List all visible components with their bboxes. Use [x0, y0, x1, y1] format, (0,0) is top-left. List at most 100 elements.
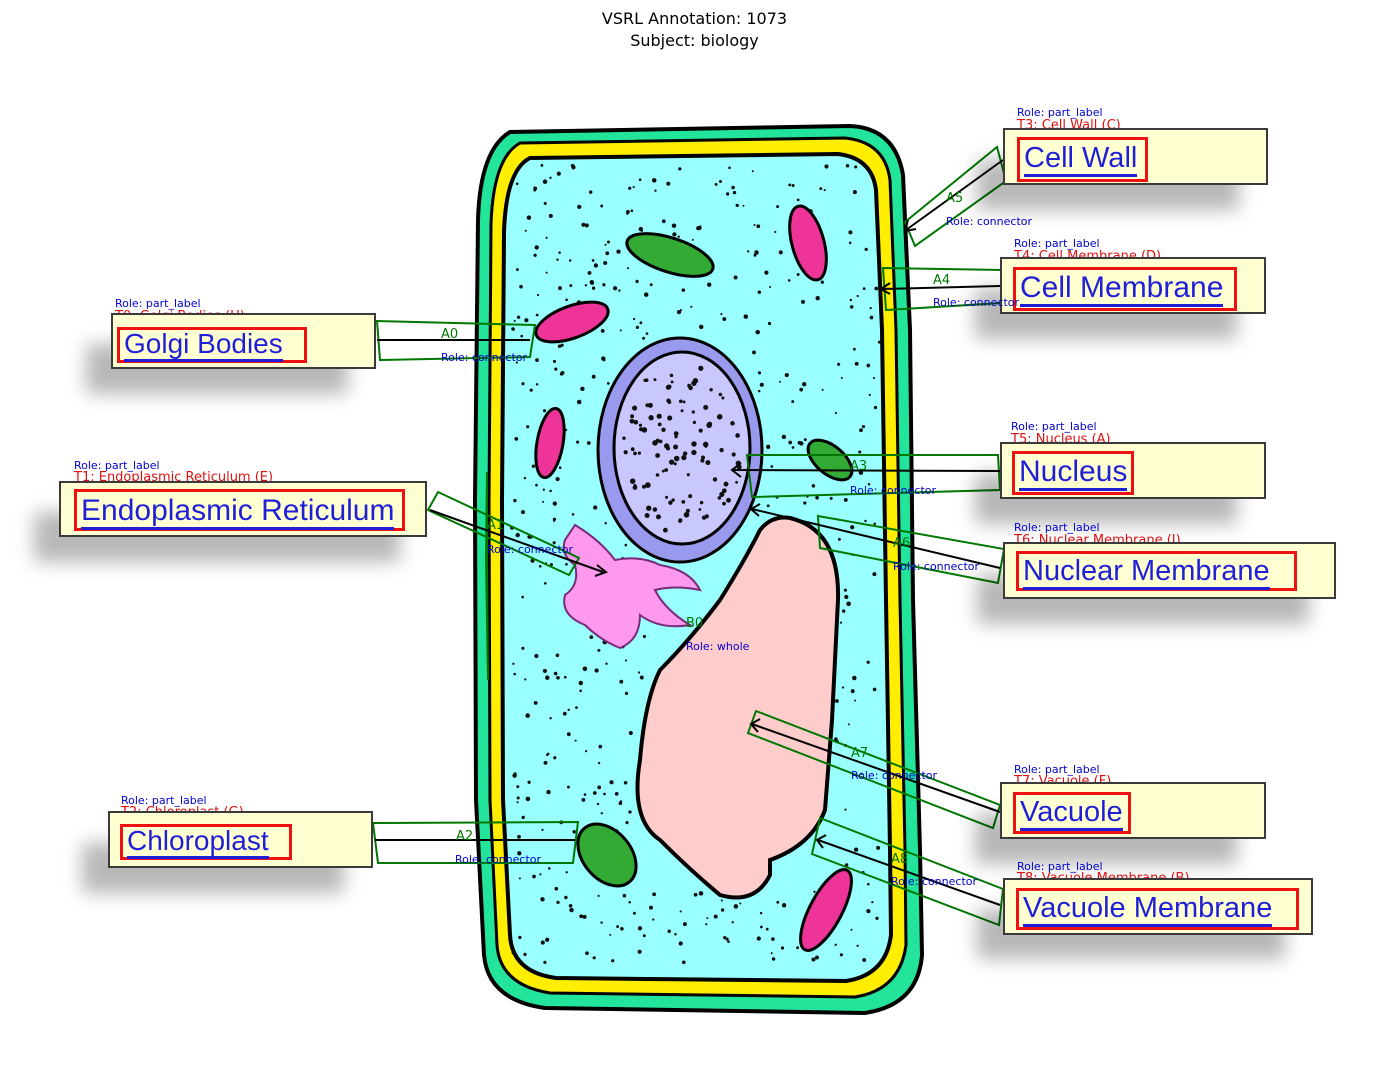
- cytoplasm-dot: [603, 260, 608, 266]
- cytoplasm-dot: [754, 250, 759, 255]
- nucleus-dot: [629, 478, 636, 484]
- cytoplasm-dot: [515, 182, 519, 186]
- cytoplasm-dot: [854, 165, 858, 169]
- cytoplasm-dot: [813, 890, 816, 893]
- cytoplasm-dot: [723, 935, 727, 940]
- arrow-region-a7: [746, 709, 1002, 830]
- cytoplasm-dot: [645, 332, 649, 335]
- nucleus-dot: [633, 451, 637, 456]
- cytoplasm-dot: [628, 186, 632, 190]
- nucleus-dot: [685, 508, 691, 514]
- cytoplasm-dot: [628, 810, 632, 814]
- cytoplasm-dot: [598, 744, 603, 749]
- arrow-id: A7: [851, 746, 869, 761]
- arrow-role: Role: connector: [933, 296, 1020, 309]
- cytoplasm-dot: [591, 259, 595, 262]
- nucleus-dot: [655, 440, 659, 443]
- cytoplasm-dot: [517, 851, 522, 856]
- cytoplasm-dot: [839, 953, 844, 957]
- nucleus-dot: [665, 495, 669, 499]
- cytoplasm-dot: [751, 170, 754, 173]
- cytoplasm-dot: [568, 903, 573, 908]
- cytoplasm-dot: [803, 501, 807, 505]
- cytoplasm-dot: [640, 229, 643, 232]
- cytoplasm-dot: [534, 245, 539, 250]
- cytoplasm-dot: [705, 923, 708, 926]
- cytoplasm-dot: [797, 440, 802, 445]
- cytoplasm-dot: [866, 660, 870, 664]
- cytoplasm-dot: [583, 793, 587, 796]
- cytoplasm-dot: [562, 711, 567, 716]
- cytoplasm-dot: [538, 564, 542, 568]
- nucleus-dot: [692, 420, 697, 425]
- cytoplasm-dot: [854, 699, 856, 702]
- cytoplasm-dot: [605, 662, 608, 665]
- nucleus-dot: [709, 387, 713, 392]
- nucleus-dot: [669, 373, 674, 378]
- cytoplasm-dot: [681, 288, 686, 292]
- cytoplasm-dot: [543, 760, 548, 765]
- nucleus-dot: [688, 494, 693, 499]
- nucleus-dot: [655, 514, 662, 520]
- nucleus-dot: [722, 501, 726, 506]
- cytoplasm-dot: [823, 189, 826, 192]
- cytoplasm-dot: [571, 513, 575, 516]
- cytoplasm-dot: [542, 500, 545, 503]
- cytoplasm-dot: [698, 891, 704, 896]
- cytoplasm-dot: [518, 877, 521, 880]
- cytoplasm-dot: [556, 675, 560, 680]
- cytoplasm-dot: [519, 284, 523, 289]
- cytoplasm-dot: [759, 911, 763, 915]
- cytoplasm-dot: [839, 621, 843, 624]
- cytoplasm-dot: [542, 488, 545, 491]
- cytoplasm-dot: [563, 675, 567, 679]
- cytoplasm-dot: [586, 441, 591, 445]
- nucleus-dot: [717, 496, 722, 500]
- label-vacuole-text: Vacuole: [1013, 792, 1131, 834]
- cytoplasm-dot: [545, 236, 548, 239]
- cytoplasm-dot: [525, 796, 531, 802]
- nucleus-dot: [653, 378, 657, 382]
- nucleus-dot: [688, 385, 693, 391]
- cytoplasm-dot: [564, 895, 568, 900]
- cytoplasm-dot: [582, 914, 587, 919]
- cytoplasm-dot: [778, 250, 783, 255]
- cytoplasm-dot: [821, 388, 824, 391]
- cytoplasm-dot: [529, 388, 533, 392]
- cytoplasm-dot: [533, 186, 538, 191]
- cytoplasm-dot: [635, 279, 639, 284]
- cytoplasm-dot: [512, 662, 515, 665]
- cytoplasm-dot: [600, 921, 603, 924]
- cytoplasm-dot: [549, 716, 552, 720]
- arrow-role: Role: connector: [893, 560, 980, 573]
- cytoplasm-dot: [513, 498, 517, 503]
- nucleus-dot: [673, 431, 679, 437]
- nucleus-dot: [681, 499, 686, 504]
- role-text: Role: part_label: [115, 297, 201, 310]
- cytoplasm-dot: [837, 362, 841, 366]
- cytoplasm-dot: [682, 922, 687, 927]
- cytoplasm-dot: [757, 371, 762, 375]
- nucleus-dot: [678, 399, 683, 404]
- cytoplasm-dot: [579, 914, 584, 919]
- nucleus-dot: [652, 507, 658, 512]
- cytoplasm-dot: [523, 476, 527, 480]
- label-endoplasmic-reticulum-text: Endoplasmic Reticulum: [74, 489, 405, 531]
- nucleus-dot: [673, 462, 677, 466]
- cytoplasm-dot: [769, 285, 772, 289]
- nucleus-dot: [633, 419, 639, 425]
- cytoplasm-dot: [693, 892, 698, 897]
- cytoplasm-dot: [824, 164, 829, 169]
- arrow-role: Role: connector: [441, 351, 528, 364]
- nucleus-dot: [726, 497, 731, 503]
- label-cell-wall: Cell Wall: [1003, 128, 1268, 185]
- cytoplasm-dot: [592, 956, 596, 960]
- cytoplasm-dot: [850, 525, 855, 530]
- cytoplasm-dot: [524, 229, 527, 232]
- nucleus-dot: [668, 459, 675, 465]
- cytoplasm-dot: [766, 504, 770, 508]
- cytoplasm-dot: [612, 286, 618, 291]
- cytoplasm-dot: [606, 382, 610, 385]
- cytoplasm-dot: [515, 268, 519, 272]
- cytoplasm-dot: [576, 440, 580, 444]
